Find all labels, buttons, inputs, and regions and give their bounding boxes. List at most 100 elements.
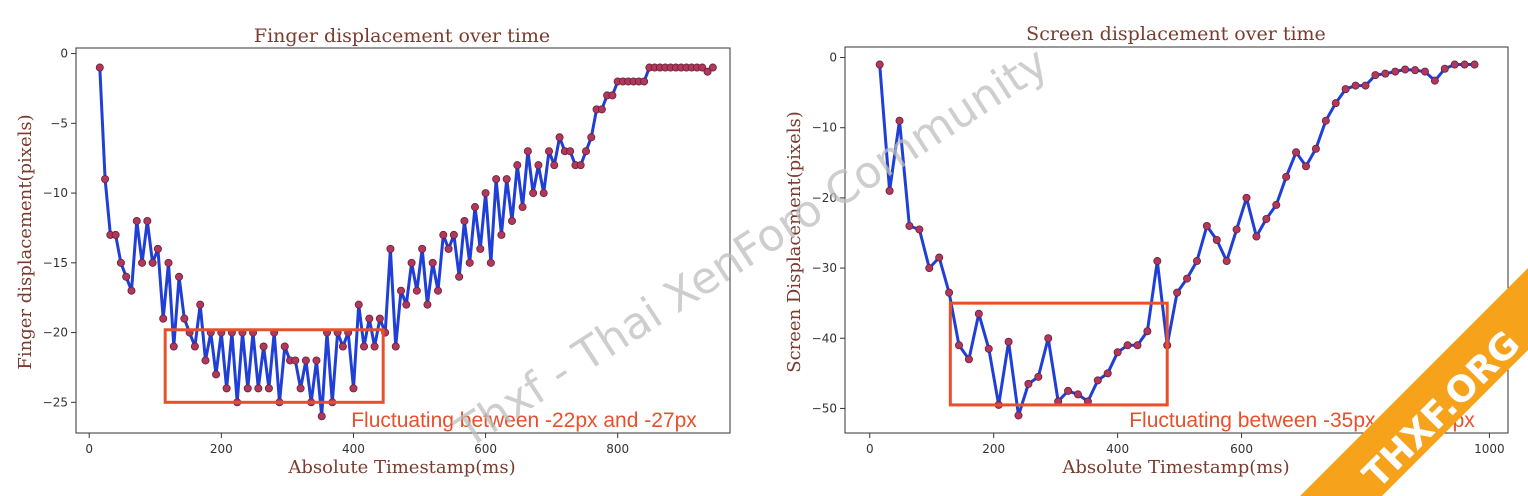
data-point: [1311, 144, 1320, 153]
data-point: [1331, 99, 1340, 108]
data-point: [1004, 337, 1013, 346]
data-point: [1292, 148, 1301, 157]
data-point: [608, 91, 617, 100]
x-tick-label: 200: [982, 442, 1005, 456]
data-point: [885, 186, 894, 195]
data-point: [1232, 225, 1241, 234]
data-point: [349, 384, 358, 393]
data-point: [222, 384, 231, 393]
data-point: [1321, 116, 1330, 125]
data-point: [407, 258, 416, 267]
data-point: [116, 258, 125, 267]
data-point: [935, 253, 944, 262]
data-point: [581, 147, 590, 156]
data-point: [1361, 81, 1370, 90]
y-tick-label: −15: [43, 256, 68, 270]
data-point: [280, 342, 289, 351]
data-point: [1143, 327, 1152, 336]
data-point: [1470, 60, 1479, 69]
data-point: [1341, 85, 1350, 94]
data-point: [497, 230, 506, 239]
data-point: [576, 161, 585, 170]
data-point: [492, 175, 501, 184]
data-point: [1262, 214, 1271, 223]
x-axis-label: Absolute Timestamp(ms): [1061, 457, 1289, 478]
series-line: [98, 66, 714, 418]
data-point: [544, 147, 553, 156]
data-point: [402, 300, 411, 309]
data-point: [1133, 341, 1142, 350]
data-point: [1381, 69, 1390, 78]
data-point: [428, 258, 437, 267]
x-tick-label: 200: [210, 442, 233, 456]
data-point: [1113, 348, 1122, 357]
data-point: [127, 286, 136, 295]
data-point: [196, 300, 205, 309]
data-point: [301, 356, 310, 365]
x-tick-label: 600: [474, 442, 497, 456]
data-point: [587, 133, 596, 142]
data-point: [1192, 257, 1201, 266]
data-point: [507, 216, 516, 225]
plot-area: 020040060080010000−10−20−30−40−50: [812, 46, 1509, 456]
data-point: [708, 63, 717, 72]
data-point: [566, 147, 575, 156]
data-point: [360, 342, 369, 351]
data-point: [915, 225, 924, 234]
data-point: [243, 384, 252, 393]
data-point: [465, 258, 474, 267]
data-point: [148, 258, 157, 267]
data-point: [895, 116, 904, 125]
data-point: [296, 384, 305, 393]
y-tick-label: −5: [50, 116, 68, 130]
data-point: [550, 161, 559, 170]
y-tick-label: −20: [43, 326, 68, 340]
watermark: Thxf - Thai XenForo Community: [446, 37, 1057, 459]
data-point: [391, 342, 400, 351]
data-point: [1212, 235, 1221, 244]
x-tick-label: 1000: [1474, 442, 1505, 456]
data-point: [1302, 162, 1311, 171]
data-point: [444, 244, 453, 253]
data-point: [375, 314, 384, 323]
data-point: [1073, 390, 1082, 399]
data-point: [476, 244, 485, 253]
data-point: [523, 147, 532, 156]
x-axis-label: Absolute Timestamp(ms): [287, 457, 515, 478]
data-point: [955, 341, 964, 350]
data-point: [486, 258, 495, 267]
x-tick-label: 400: [1106, 442, 1129, 456]
data-point: [201, 356, 210, 365]
data-point: [471, 203, 480, 212]
data-point: [143, 216, 152, 225]
data-point: [481, 189, 490, 198]
data-point: [101, 175, 110, 184]
data-point: [597, 105, 606, 114]
y-tick-label: −20: [812, 191, 837, 205]
plot-frame: [75, 47, 731, 434]
data-point: [1401, 65, 1410, 74]
data-point: [169, 342, 178, 351]
data-point: [291, 356, 300, 365]
data-point: [212, 370, 221, 379]
data-point: [640, 77, 649, 86]
x-tick-label: 800: [606, 442, 629, 456]
data-point: [1222, 257, 1231, 266]
data-point: [1430, 76, 1439, 85]
data-point: [1420, 67, 1429, 76]
data-point: [529, 189, 538, 198]
y-tick-label: −10: [43, 186, 68, 200]
data-point: [1153, 257, 1162, 266]
data-point: [1450, 60, 1459, 69]
data-point: [1440, 64, 1449, 73]
data-point: [1064, 386, 1073, 395]
data-point: [555, 133, 564, 142]
data-point: [925, 264, 934, 273]
y-axis-label: Screen Displacement(pixels): [784, 111, 805, 372]
y-tick-label: −10: [812, 121, 837, 135]
data-point: [1014, 411, 1023, 420]
data-point: [153, 244, 162, 253]
y-tick-label: −40: [812, 331, 837, 345]
highlight-box: [948, 301, 1169, 407]
data-point: [1242, 193, 1251, 202]
